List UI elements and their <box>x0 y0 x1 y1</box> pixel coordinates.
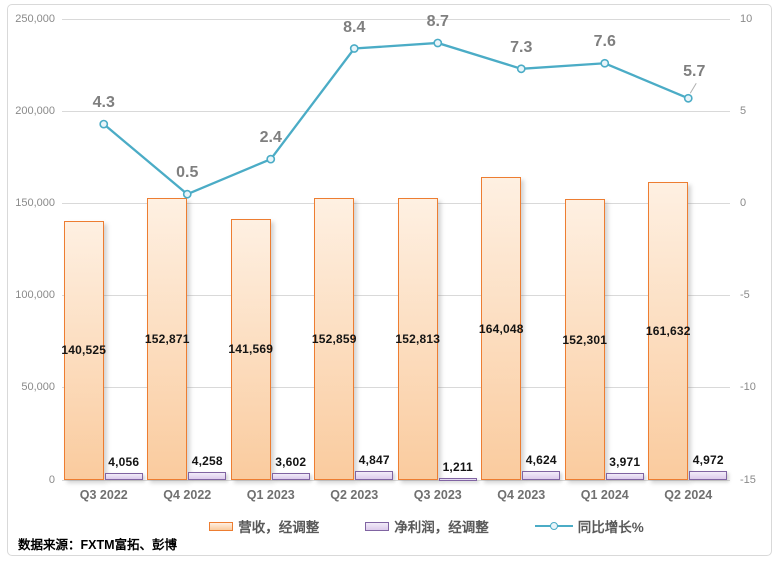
right-axis-tick-label: -5 <box>740 289 750 302</box>
revenue-bar <box>481 177 522 480</box>
growth-value-label: 5.7 <box>683 63 706 81</box>
net-profit-bar <box>188 472 227 480</box>
legend-item-growth: 同比增长% <box>534 516 644 536</box>
x-axis-label: Q3 2023 <box>413 488 462 502</box>
x-axis-label: Q3 2022 <box>79 488 128 502</box>
net-profit-legend-swatch <box>365 521 390 531</box>
gridline <box>62 295 730 297</box>
x-axis-label: Q4 2022 <box>163 488 212 502</box>
revenue-value-label: 152,871 <box>144 332 190 347</box>
legend-item-revenue: 营收，经调整 <box>209 516 319 536</box>
net-profit-bar <box>605 472 644 480</box>
legend-item-net-profit: 净利润，经调整 <box>365 516 489 536</box>
left-axis-tick-label: 250,000 <box>15 12 55 25</box>
net-profit-legend-label: 净利润，经调整 <box>394 520 489 535</box>
net-profit-bar <box>438 477 477 481</box>
revenue-bar <box>63 220 104 480</box>
x-axis-label: Q1 2024 <box>580 488 629 502</box>
net-profit-bar <box>689 470 728 480</box>
revenue-value-label: 161,632 <box>645 323 691 338</box>
left-axis-tick-label: 0 <box>48 473 55 486</box>
gridline <box>62 18 730 20</box>
right-axis-tick-label: 5 <box>740 104 747 117</box>
revenue-bar <box>397 198 438 480</box>
net-profit-value-label: 4,624 <box>525 453 557 468</box>
net-profit-bar <box>104 472 143 480</box>
gridline <box>62 110 730 112</box>
revenue-value-label: 152,813 <box>395 332 441 347</box>
net-profit-bar <box>271 473 310 480</box>
revenue-value-label: 152,301 <box>562 332 608 347</box>
growth-legend-line-swatch <box>534 522 573 530</box>
gridline <box>62 479 730 481</box>
net-profit-value-label: 4,847 <box>358 453 390 468</box>
revenue-bar <box>564 199 605 480</box>
revenue-value-label: 164,048 <box>478 321 524 336</box>
right-axis-tick-label: 10 <box>740 12 753 25</box>
revenue-bar <box>230 218 271 480</box>
x-axis-label: Q1 2023 <box>246 488 295 502</box>
left-axis-tick-label: 50,000 <box>21 381 55 394</box>
net-profit-bar <box>355 471 394 480</box>
left-axis-tick-label: 100,000 <box>15 289 55 302</box>
revenue-bar <box>314 198 355 480</box>
revenue-legend-label: 营收，经调整 <box>238 520 320 535</box>
revenue-value-label: 152,859 <box>311 332 357 347</box>
left-axis-tick-label: 150,000 <box>15 196 55 209</box>
growth-value-label: 8.4 <box>343 18 366 36</box>
legend: 营收，经调整 净利润，经调整 同比增长% <box>0 516 781 536</box>
growth-value-label: 7.6 <box>593 33 616 51</box>
net-profit-value-label: 4,972 <box>692 452 724 467</box>
x-axis-label: Q4 2023 <box>497 488 546 502</box>
growth-value-label: 8.7 <box>426 12 449 30</box>
growth-value-label: 4.3 <box>92 94 115 112</box>
net-profit-value-label: 3,971 <box>609 454 641 469</box>
net-profit-value-label: 4,056 <box>108 454 140 469</box>
gridline <box>62 387 730 389</box>
revenue-value-label: 140,525 <box>61 343 107 358</box>
left-axis-tick-label: 200,000 <box>15 104 55 117</box>
x-axis-label: Q2 2023 <box>330 488 379 502</box>
revenue-legend-swatch <box>209 521 234 531</box>
x-axis-label: Q2 2024 <box>664 488 713 502</box>
revenue-bar <box>147 198 188 480</box>
net-profit-value-label: 3,602 <box>275 455 307 470</box>
net-profit-bar <box>522 471 561 480</box>
right-axis-tick-label: -15 <box>740 473 756 486</box>
right-axis-tick-label: -10 <box>740 381 756 394</box>
growth-value-label: 2.4 <box>259 129 282 147</box>
revenue-value-label: 141,569 <box>228 342 274 357</box>
revenue-bar <box>648 181 689 480</box>
growth-value-label: 0.5 <box>176 164 199 182</box>
growth-legend-label: 同比增长% <box>577 520 644 535</box>
gridline <box>62 202 730 204</box>
net-profit-value-label: 4,258 <box>191 454 223 469</box>
right-axis-tick-label: 0 <box>740 196 747 209</box>
source-note: 数据来源：FXTM富拓、彭博 <box>18 538 178 552</box>
growth-legend-marker-icon <box>549 522 558 530</box>
growth-value-label: 7.3 <box>510 38 533 56</box>
chart-border-frame <box>7 4 772 556</box>
net-profit-value-label: 1,211 <box>442 459 473 474</box>
